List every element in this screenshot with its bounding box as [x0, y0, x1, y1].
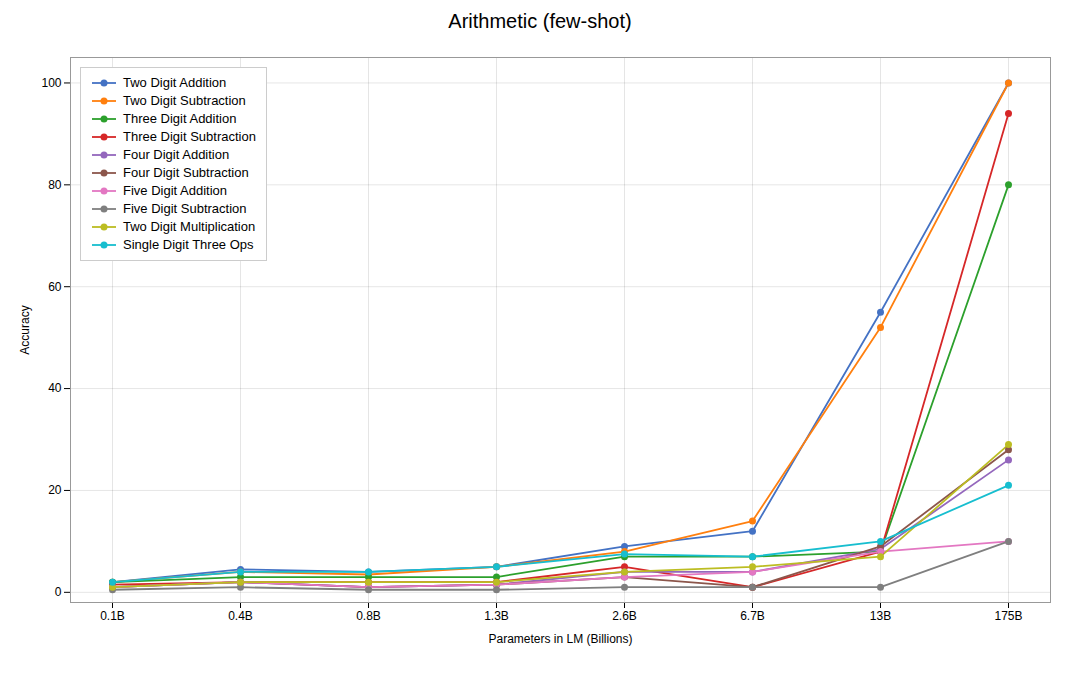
- svg-text:0.4B: 0.4B: [228, 609, 253, 623]
- html-text:Three Digit Addition: Three Digit Addition: [123, 111, 237, 126]
- svg-text:0.8B: 0.8B: [356, 609, 381, 623]
- svg-text:20: 20: [48, 483, 62, 497]
- svg-text:0.1B: 0.1B: [100, 609, 125, 623]
- svg-text:100: 100: [41, 76, 61, 90]
- svg-text:40: 40: [48, 381, 62, 395]
- svg-text:175B: 175B: [994, 609, 1022, 623]
- svg-text:6.7B: 6.7B: [740, 609, 765, 623]
- svg-text:Parameters in LM (Billions): Parameters in LM (Billions): [488, 632, 632, 646]
- html-text:Four Digit Addition: Four Digit Addition: [123, 147, 230, 162]
- html-text:Five Digit Addition: Five Digit Addition: [123, 183, 228, 198]
- html-text:Four Digit Subtraction: Four Digit Subtraction: [123, 165, 249, 180]
- svg-text:Accuracy: Accuracy: [18, 305, 32, 354]
- svg-text:2.6B: 2.6B: [612, 609, 637, 623]
- html-text:Two Digit Subtraction: Two Digit Subtraction: [123, 93, 246, 108]
- html-text:Three Digit Subtraction: Three Digit Subtraction: [123, 129, 256, 144]
- html-text:Five Digit Subtraction: Five Digit Subtraction: [123, 201, 247, 216]
- html-text:Single Digit Three Ops: Single Digit Three Ops: [123, 237, 254, 252]
- svg-text:13B: 13B: [870, 609, 891, 623]
- svg-text:60: 60: [48, 280, 62, 294]
- html-text:Two Digit Addition: Two Digit Addition: [123, 75, 227, 90]
- svg-text:80: 80: [48, 178, 62, 192]
- html-text:Two Digit Multiplication: Two Digit Multiplication: [123, 219, 256, 234]
- html-text:Arithmetic (few-shot): Arithmetic (few-shot): [448, 10, 632, 32]
- svg-text:0: 0: [55, 585, 62, 599]
- svg-text:1.3B: 1.3B: [484, 609, 509, 623]
